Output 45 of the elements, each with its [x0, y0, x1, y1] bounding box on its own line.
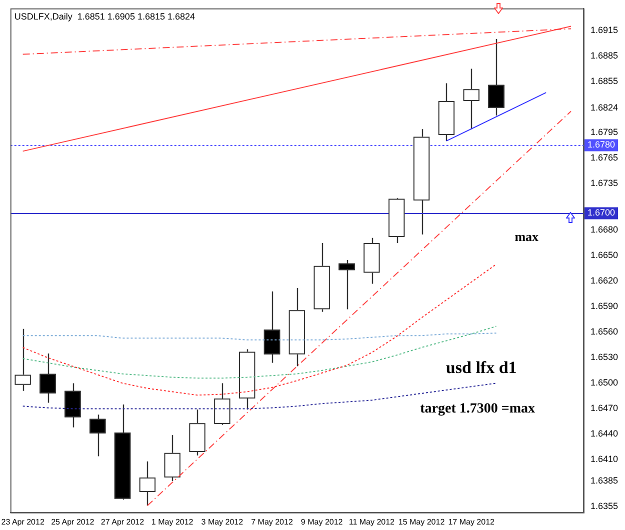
ref-line-label: 1.6780 [587, 140, 616, 150]
y-tick-label: 1.6795 [590, 126, 618, 137]
y-tick-label: 1.6650 [590, 250, 618, 260]
ref-line-label: 1.6700 [587, 208, 616, 218]
x-tick-label: 7 May 2012 [251, 517, 294, 526]
x-tick-label: 15 May 2012 [398, 517, 446, 526]
annotation: target 1.7300 =max [420, 402, 536, 417]
x-tick-label: 27 Apr 2012 [100, 517, 145, 526]
y-tick-label: 1.6735 [590, 178, 618, 188]
candlestick [488, 38, 504, 116]
y-tick-label: 1.6620 [590, 276, 618, 286]
candlestick [40, 352, 56, 404]
line-series [22, 326, 497, 379]
y-tick-label: 1.6355 [590, 500, 618, 511]
x-tick-label: 25 Apr 2012 [51, 517, 95, 526]
y-tick-label: 1.6500 [590, 378, 618, 388]
y-tick-label: 1.6530 [590, 352, 618, 362]
y-tick-label: 1.6885 [590, 50, 618, 60]
y-tick-label: 1.6470 [590, 403, 618, 414]
candlestick [14, 328, 31, 392]
x-tick-label: 17 May 2012 [448, 517, 496, 526]
line-series [22, 332, 497, 340]
y-tick-label: 1.6590 [590, 301, 618, 312]
y-tick-label: 1.6765 [590, 152, 618, 162]
x-tick-label: 11 May 2012 [348, 517, 396, 526]
x-tick-label: 1 May 2012 [151, 517, 194, 526]
candlestick [139, 460, 156, 506]
chart-title: USDLFX,Daily 1.6851 1.6905 1.6815 1.6824 [14, 11, 196, 22]
candlestick [89, 414, 106, 457]
candlestick [338, 259, 355, 310]
y-tick-label: 1.6855 [590, 76, 618, 86]
y-tick-label: 1.6824 [590, 102, 618, 112]
x-tick-label: 9 May 2012 [300, 517, 344, 526]
x-tick-label: 23 Apr 2012 [1, 517, 45, 526]
y-tick-label: 1.6385 [590, 475, 618, 486]
x-tick-label: 3 May 2012 [201, 517, 244, 526]
line-series [22, 264, 497, 396]
annotation: usd lfx d1 [446, 358, 517, 378]
annotation: max [514, 229, 540, 244]
y-tick-label: 1.6680 [590, 224, 618, 235]
y-tick-label: 1.6410 [590, 454, 618, 464]
y-tick-label: 1.6560 [590, 326, 618, 337]
y-tick-label: 1.6440 [590, 428, 618, 439]
candlestick [463, 68, 480, 130]
y-tick-label: 1.6915 [590, 24, 618, 35]
